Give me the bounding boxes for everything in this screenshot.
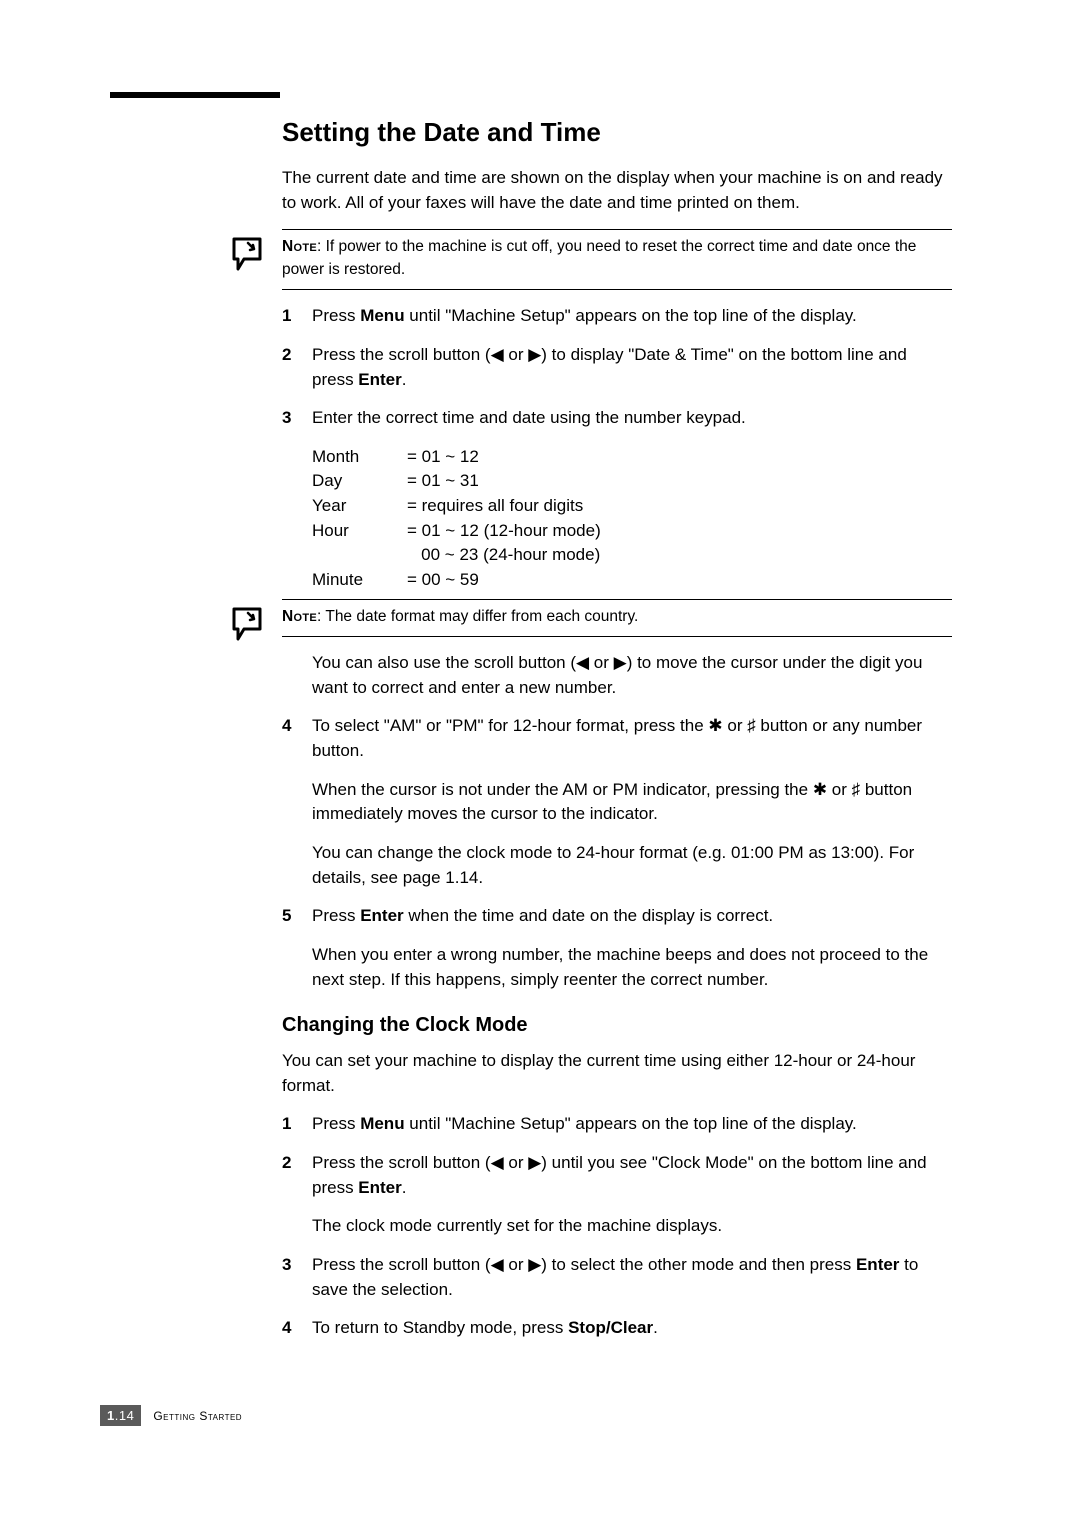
step-number: 4 [282, 714, 291, 739]
page: Setting the Date and Time The current da… [0, 0, 1080, 1526]
steps-list-1b: 4 To select "AM" or "PM" for 12-hour for… [282, 714, 952, 992]
note-rule-bottom [282, 636, 952, 637]
step-5: 5 Press Enter when the time and date on … [282, 904, 952, 992]
step-number: 1 [282, 304, 291, 329]
note-label: Note [282, 238, 317, 255]
step-sub-paragraph: The clock mode currently set for the mac… [312, 1214, 952, 1239]
note-body-text: : If power to the machine is cut off, yo… [282, 238, 916, 277]
subsection-intro: You can set your machine to display the … [282, 1049, 952, 1098]
note-label: Note [282, 608, 317, 625]
intro-paragraph: The current date and time are shown on t… [282, 166, 952, 215]
step-number: 1 [282, 1112, 291, 1137]
paragraph: You can also use the scroll button (◀ or… [312, 651, 952, 700]
step-2: 2 Press the scroll button (◀ or ▶) until… [282, 1151, 952, 1239]
step-1: 1 Press Menu until "Machine Setup" appea… [282, 304, 952, 329]
step-sub-paragraph: When the cursor is not under the AM or P… [312, 778, 952, 827]
step-text: Press Enter when the time and date on th… [312, 906, 773, 925]
step-sub-paragraph: You can change the clock mode to 24-hour… [312, 841, 952, 890]
steps-list-2: 1 Press Menu until "Machine Setup" appea… [282, 1112, 952, 1340]
step-text: Press Menu until "Machine Setup" appears… [312, 1114, 857, 1133]
range-row: Minute= 00 ~ 59 [312, 568, 952, 593]
step-1: 1 Press Menu until "Machine Setup" appea… [282, 1112, 952, 1137]
hash-icon: ♯ [747, 716, 756, 735]
step-number: 4 [282, 1316, 291, 1341]
step-text: Press the scroll button (◀ or ▶) until y… [312, 1153, 927, 1197]
subsection-title: Changing the Clock Mode [282, 1014, 952, 1037]
note-box-2: Note: The date format may differ from ea… [282, 599, 952, 637]
range-row: 00 ~ 23 (24-hour mode) [312, 543, 952, 568]
header-rule [110, 92, 280, 98]
range-row: Hour= 01 ~ 12 (12-hour mode) [312, 519, 952, 544]
step-4: 4 To select "AM" or "PM" for 12-hour for… [282, 714, 952, 890]
page-number-badge: 1.14 [100, 1405, 141, 1426]
step-text: Press the scroll button (◀ or ▶) to disp… [312, 345, 907, 389]
page-footer: 1.14 Getting Started [100, 1405, 242, 1426]
step-3: 3 Enter the correct time and date using … [282, 406, 952, 431]
step-sub-paragraph: When you enter a wrong number, the machi… [312, 943, 952, 992]
note-box-1: Note: If power to the machine is cut off… [282, 229, 952, 290]
step-text: Press the scroll button (◀ or ▶) to sele… [312, 1255, 918, 1299]
star-icon: ✱ [708, 716, 722, 735]
steps-list-1: 1 Press Menu until "Machine Setup" appea… [282, 304, 952, 431]
step-3: 3 Press the scroll button (◀ or ▶) to se… [282, 1253, 952, 1302]
step-text: Press Menu until "Machine Setup" appears… [312, 306, 857, 325]
range-row: Day= 01 ~ 31 [312, 469, 952, 494]
note-body-text: : The date format may differ from each c… [317, 608, 638, 625]
step-4: 4 To return to Standby mode, press Stop/… [282, 1316, 952, 1341]
step-number: 5 [282, 904, 291, 929]
step-number: 3 [282, 406, 291, 431]
step-number: 2 [282, 343, 291, 368]
step-number: 2 [282, 1151, 291, 1176]
note-text: Note: If power to the machine is cut off… [282, 230, 952, 289]
range-row: Year= requires all four digits [312, 494, 952, 519]
step-2: 2 Press the scroll button (◀ or ▶) to di… [282, 343, 952, 392]
star-icon: ✱ [813, 780, 827, 799]
note-icon [230, 605, 270, 645]
section-label: Getting Started [153, 1409, 242, 1423]
note-rule-bottom [282, 289, 952, 290]
page-title: Setting the Date and Time [282, 117, 952, 148]
range-row: Month= 01 ~ 12 [312, 445, 952, 470]
hash-icon: ♯ [852, 780, 861, 799]
step-number: 3 [282, 1253, 291, 1278]
step-text: Enter the correct time and date using th… [312, 408, 746, 427]
step-text: To select "AM" or "PM" for 12-hour forma… [312, 716, 922, 760]
date-ranges-list: Month= 01 ~ 12 Day= 01 ~ 31 Year= requir… [312, 445, 952, 593]
step-text: To return to Standby mode, press Stop/Cl… [312, 1318, 658, 1337]
content-column: Setting the Date and Time The current da… [282, 117, 952, 1341]
note-icon [230, 235, 270, 275]
note-text: Note: The date format may differ from ea… [282, 600, 952, 636]
